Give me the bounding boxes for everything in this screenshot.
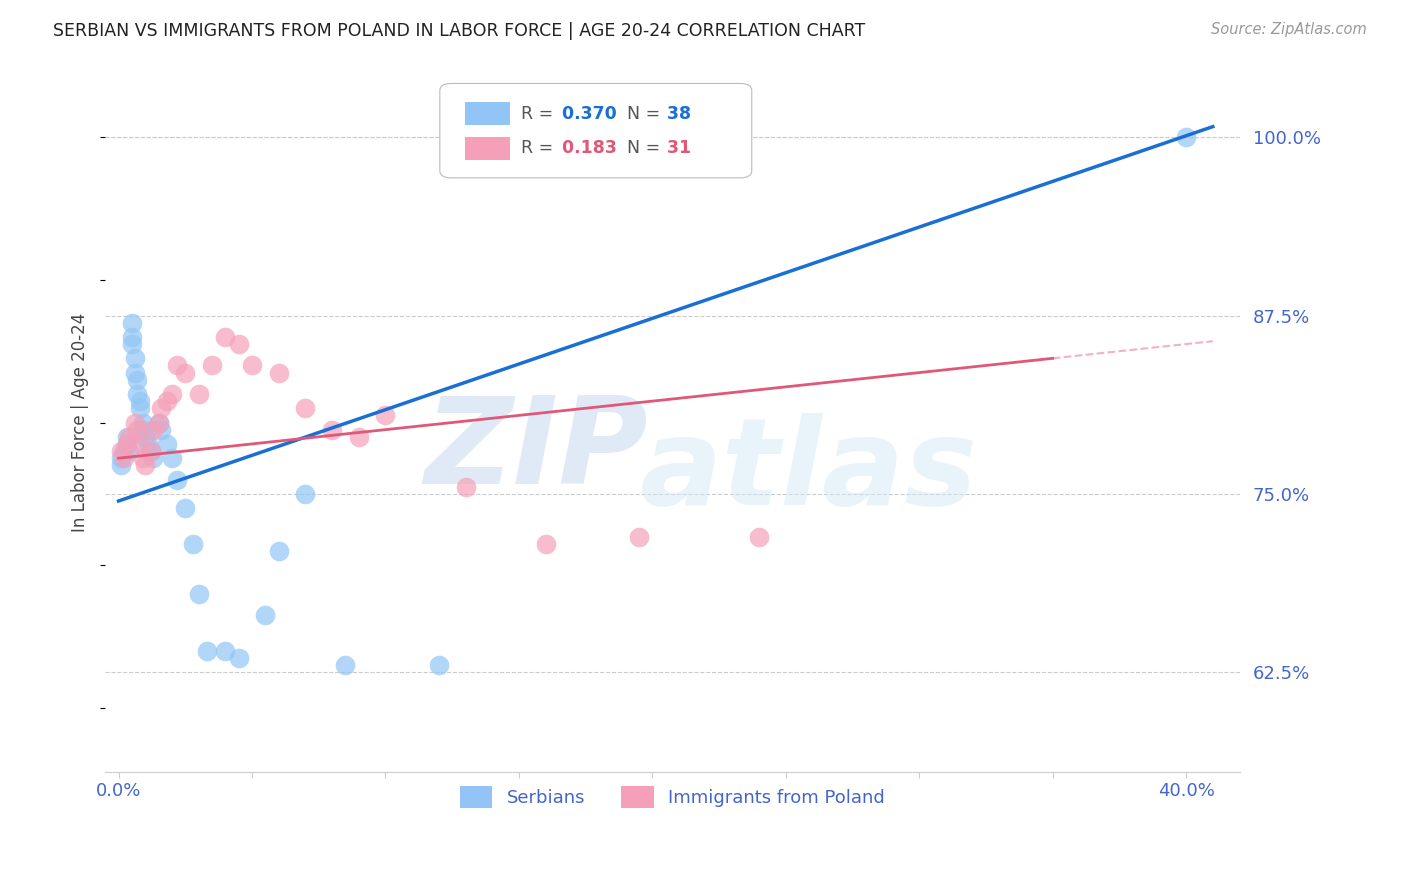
Point xyxy=(181,537,204,551)
Point xyxy=(115,430,138,444)
Point xyxy=(118,430,141,444)
Point xyxy=(174,501,197,516)
Point xyxy=(139,444,162,458)
Point xyxy=(150,401,173,416)
FancyBboxPatch shape xyxy=(465,137,510,161)
Point xyxy=(166,473,188,487)
Text: 38: 38 xyxy=(661,105,692,123)
Point xyxy=(214,644,236,658)
Point xyxy=(131,451,153,466)
Text: N =: N = xyxy=(627,105,661,123)
Point xyxy=(134,458,156,473)
Point xyxy=(124,366,146,380)
Point xyxy=(129,437,152,451)
Point xyxy=(127,373,149,387)
Point xyxy=(347,430,370,444)
Point xyxy=(127,387,149,401)
Point xyxy=(254,608,277,623)
Text: ZIP: ZIP xyxy=(425,392,648,509)
Point xyxy=(112,451,135,466)
Point xyxy=(187,387,209,401)
Point xyxy=(160,387,183,401)
Point xyxy=(139,444,162,458)
Point xyxy=(148,416,170,430)
Point xyxy=(136,437,159,451)
Point xyxy=(294,401,316,416)
Point xyxy=(627,530,650,544)
Point xyxy=(155,437,177,451)
Point xyxy=(267,366,290,380)
Point xyxy=(427,658,450,673)
Point xyxy=(155,394,177,409)
Point xyxy=(115,437,138,451)
Point xyxy=(228,651,250,665)
FancyBboxPatch shape xyxy=(440,84,752,178)
Point xyxy=(321,423,343,437)
Point xyxy=(454,480,477,494)
Point xyxy=(335,658,357,673)
Point xyxy=(110,444,132,458)
Point xyxy=(124,416,146,430)
Point xyxy=(201,359,224,373)
Point xyxy=(148,416,170,430)
Point xyxy=(228,337,250,351)
Text: N =: N = xyxy=(627,139,661,158)
Point xyxy=(534,537,557,551)
Text: 31: 31 xyxy=(661,139,692,158)
Point xyxy=(374,409,396,423)
Point xyxy=(150,423,173,437)
Text: 0.183: 0.183 xyxy=(555,139,616,158)
Point xyxy=(214,330,236,344)
Point xyxy=(112,444,135,458)
Point xyxy=(142,423,165,437)
Y-axis label: In Labor Force | Age 20-24: In Labor Force | Age 20-24 xyxy=(72,313,89,533)
Point xyxy=(748,530,770,544)
Text: R =: R = xyxy=(522,105,554,123)
Point xyxy=(115,437,138,451)
Point xyxy=(134,430,156,444)
Text: R =: R = xyxy=(522,139,554,158)
Point xyxy=(174,366,197,380)
Point xyxy=(129,394,152,409)
Point xyxy=(187,587,209,601)
Text: Source: ZipAtlas.com: Source: ZipAtlas.com xyxy=(1211,22,1367,37)
Point xyxy=(124,351,146,366)
Point xyxy=(121,337,143,351)
Point xyxy=(160,451,183,466)
Point xyxy=(240,359,263,373)
Point xyxy=(129,401,152,416)
Point xyxy=(127,423,149,437)
Text: SERBIAN VS IMMIGRANTS FROM POLAND IN LABOR FORCE | AGE 20-24 CORRELATION CHART: SERBIAN VS IMMIGRANTS FROM POLAND IN LAB… xyxy=(53,22,866,40)
Text: atlas: atlas xyxy=(640,413,977,530)
Point xyxy=(121,316,143,330)
Point xyxy=(267,544,290,558)
Text: 0.370: 0.370 xyxy=(555,105,616,123)
Point xyxy=(118,444,141,458)
Legend: Serbians, Immigrants from Poland: Serbians, Immigrants from Poland xyxy=(453,779,893,815)
Point xyxy=(131,423,153,437)
Point xyxy=(121,330,143,344)
Point xyxy=(166,359,188,373)
Point xyxy=(110,451,132,466)
Point xyxy=(110,458,132,473)
Point xyxy=(131,416,153,430)
Point xyxy=(142,451,165,466)
Point xyxy=(195,644,218,658)
Point xyxy=(294,487,316,501)
Point xyxy=(1175,130,1198,145)
FancyBboxPatch shape xyxy=(465,103,510,126)
